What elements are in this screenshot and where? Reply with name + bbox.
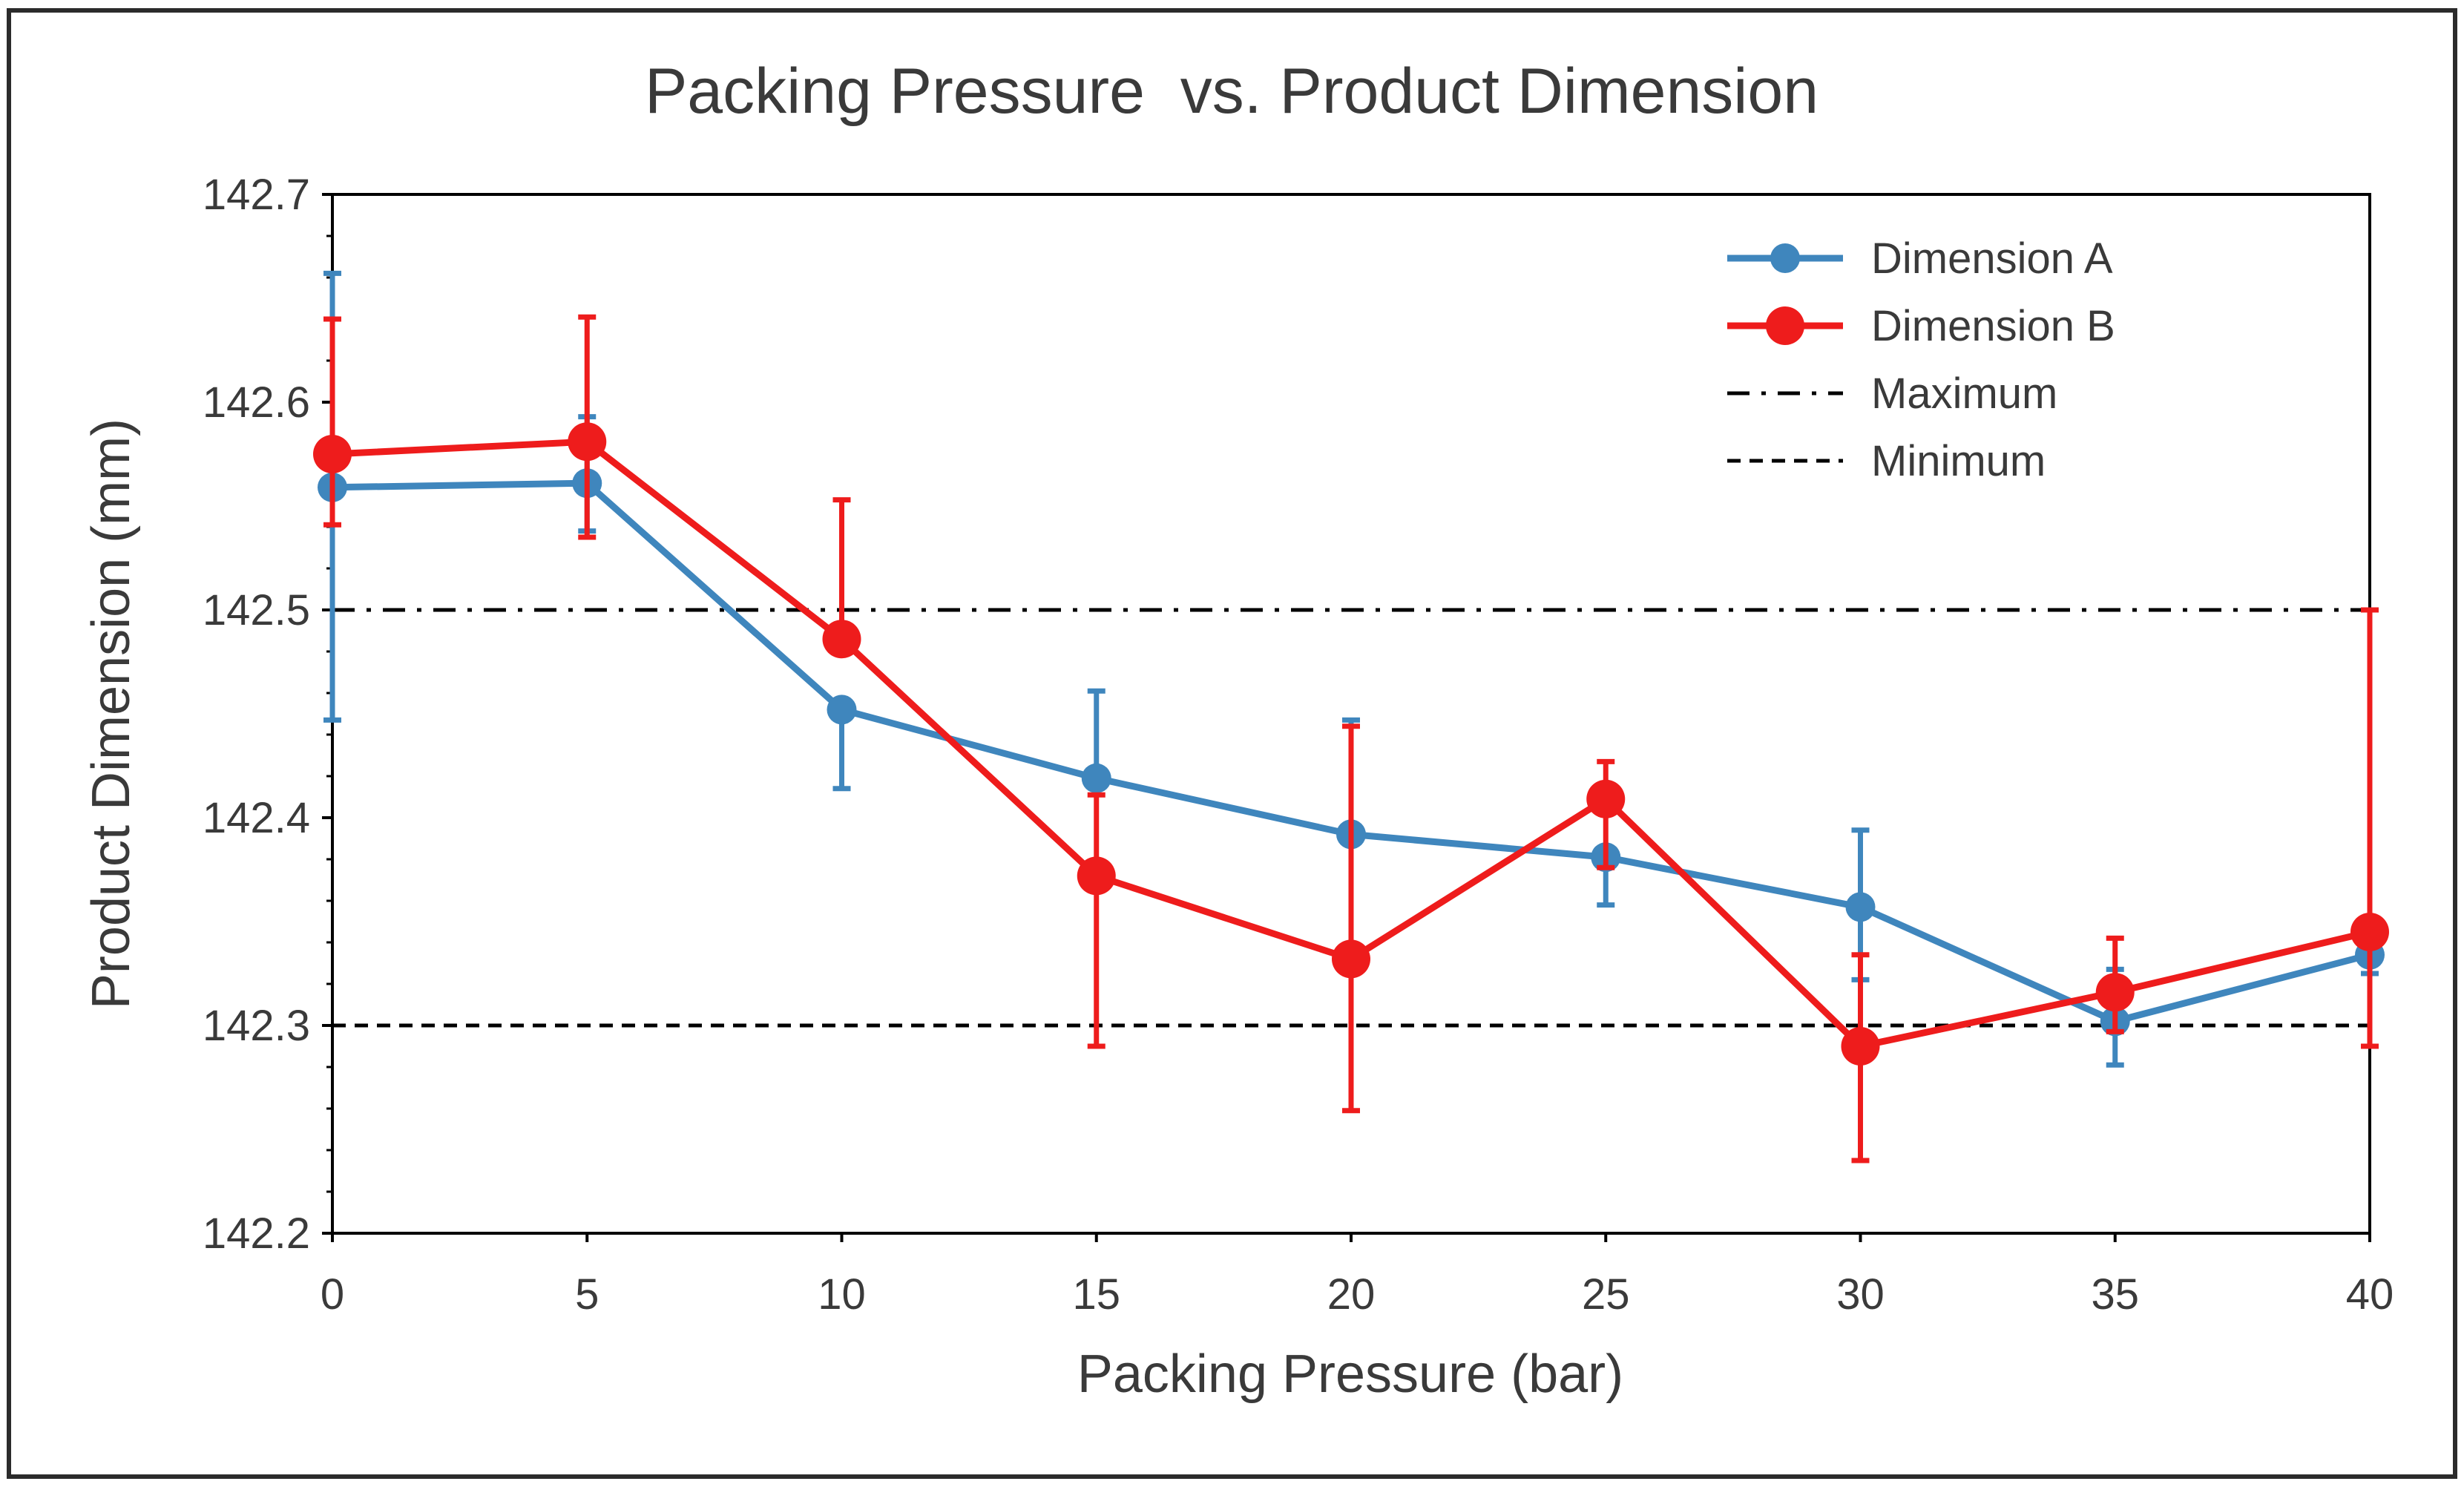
- legend-item-dimension-a: Dimension A: [1727, 234, 2113, 283]
- x-tick-label: 5: [575, 1270, 599, 1319]
- data-point: [1081, 763, 1111, 793]
- data-point: [1332, 939, 1370, 979]
- error-bar: [323, 316, 341, 528]
- data-point: [822, 620, 861, 659]
- series-dimension-b: [313, 314, 2389, 1163]
- chart-border: [7, 8, 2457, 1479]
- x-tick-label: 25: [1582, 1270, 1630, 1319]
- data-point: [2350, 913, 2389, 951]
- error-bar: [1342, 723, 1360, 1114]
- data-point: [313, 435, 352, 473]
- legend-swatch-marker: [1770, 243, 1800, 273]
- y-tick-label: 142.6: [203, 378, 310, 427]
- data-point: [1077, 856, 1116, 896]
- x-tick-label: 10: [818, 1270, 866, 1319]
- legend-item-minimum: Minimum: [1727, 437, 2046, 485]
- chart-title: Packing Pressure vs. Product Dimension: [645, 56, 1819, 127]
- y-tick-label: 142.3: [203, 1002, 310, 1050]
- error-bar: [2361, 607, 2379, 1049]
- x-axis-ticks: 0 5 10 15 20 25 30 35 40: [321, 1233, 2394, 1319]
- y-tick-label: 142.2: [203, 1209, 310, 1258]
- legend-item-maximum: Maximum: [1727, 370, 2057, 418]
- legend: Dimension A Dimension B Maximum Minimum: [1727, 234, 2115, 485]
- legend-item-dimension-b: Dimension B: [1727, 302, 2115, 350]
- data-point: [1586, 779, 1626, 818]
- x-tick-label: 35: [2091, 1270, 2139, 1319]
- legend-label: Dimension A: [1871, 234, 2113, 283]
- legend-label: Minimum: [1871, 437, 2046, 485]
- data-point: [1845, 892, 1876, 922]
- data-point: [568, 422, 607, 462]
- data-point: [827, 695, 857, 725]
- x-axis-title: Packing Pressure (bar): [1077, 1345, 1623, 1404]
- legend-swatch-marker: [1766, 306, 1804, 345]
- x-tick-label: 30: [1836, 1270, 1885, 1319]
- y-axis-ticks: 142.2 142.3 142.4 142.5 142.6 142.7: [203, 171, 332, 1258]
- y-tick-label: 142.7: [203, 171, 310, 219]
- legend-label: Maximum: [1871, 370, 2057, 418]
- x-tick-label: 0: [321, 1270, 344, 1319]
- y-tick-label: 142.4: [203, 794, 310, 842]
- reference-lines: [332, 608, 2370, 1028]
- series-layer: [313, 270, 2389, 1163]
- x-tick-label: 40: [2346, 1270, 2394, 1319]
- x-tick-label: 15: [1072, 1270, 1120, 1319]
- data-point: [1841, 1027, 1880, 1066]
- legend-label: Dimension B: [1871, 302, 2115, 350]
- y-axis-title: Product Dimension (mm): [82, 418, 141, 1009]
- y-tick-label: 142.5: [203, 586, 310, 634]
- data-point: [2095, 973, 2135, 1012]
- error-bar: [1087, 792, 1105, 1049]
- x-tick-label: 20: [1327, 1270, 1376, 1319]
